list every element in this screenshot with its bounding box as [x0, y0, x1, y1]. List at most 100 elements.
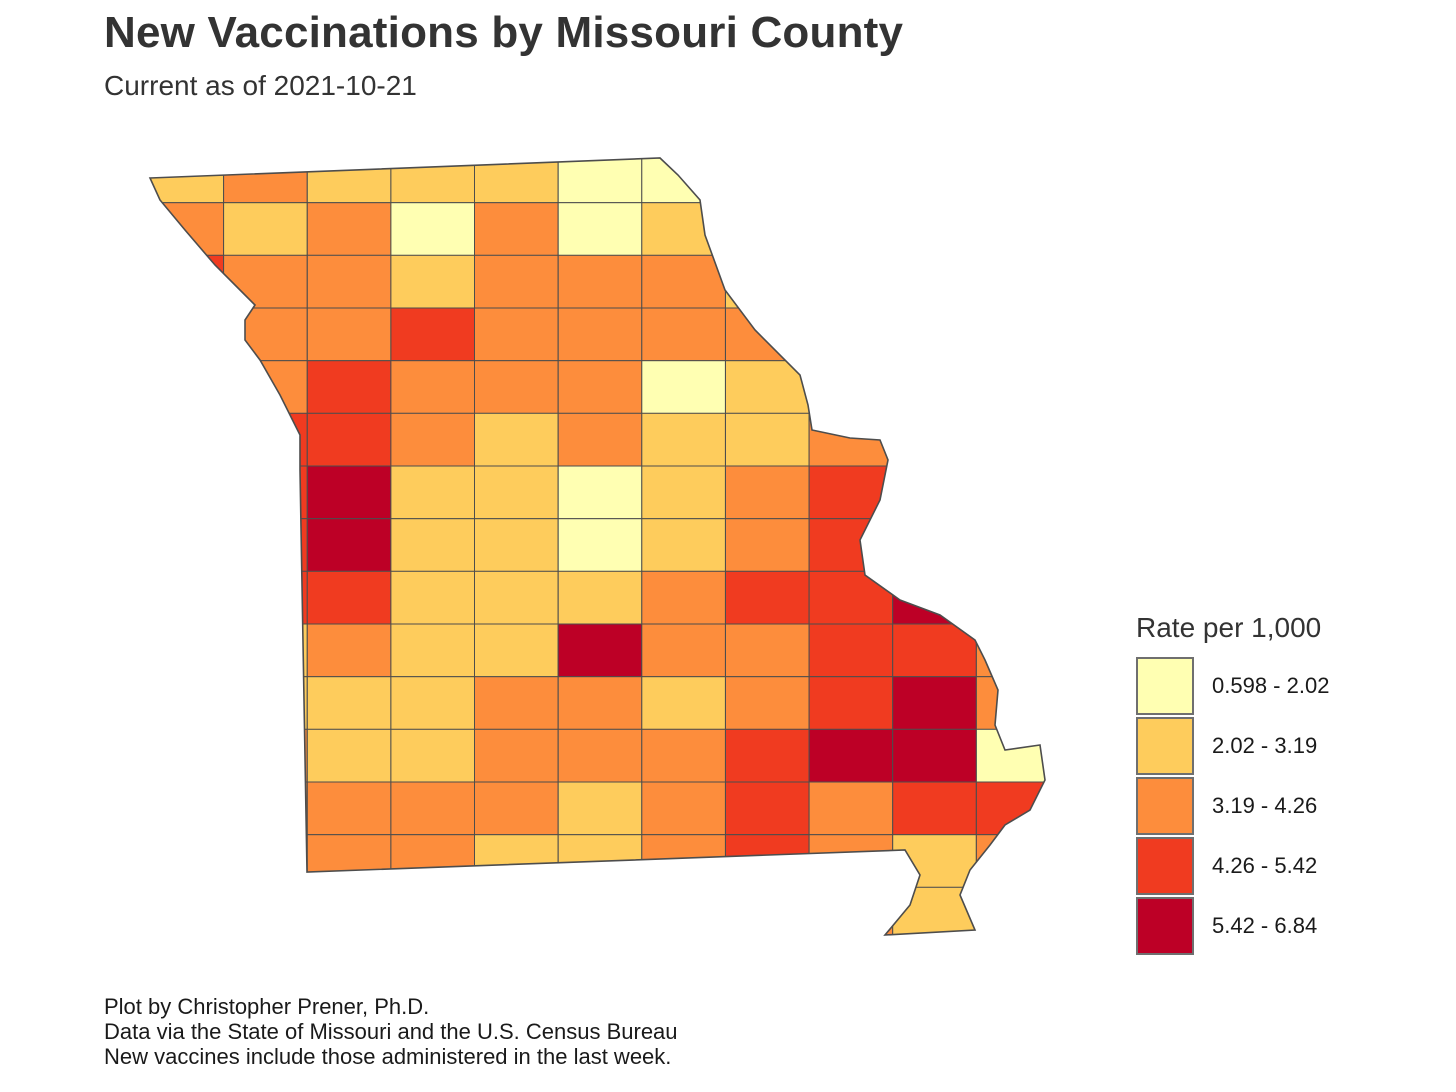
- county-region: [892, 676, 977, 730]
- county-region: [892, 834, 977, 888]
- county-region: [474, 412, 559, 467]
- county-region: [892, 570, 977, 625]
- county-region: [390, 834, 475, 888]
- county-region: [641, 570, 726, 625]
- county-region: [474, 623, 559, 678]
- county-region: [557, 570, 643, 625]
- county-region: [557, 158, 643, 204]
- county-region: [808, 676, 894, 730]
- county-region: [306, 465, 392, 520]
- county-region: [557, 676, 643, 730]
- county-region: [390, 254, 475, 309]
- county-region: [474, 518, 559, 572]
- county-region: [808, 623, 894, 678]
- county-region: [725, 412, 810, 467]
- county-region: [306, 623, 392, 678]
- legend-item-4: 4.26 - 5.42: [1136, 836, 1376, 896]
- county-region: [975, 834, 1045, 888]
- county-region: [306, 307, 392, 362]
- county-region: [306, 570, 392, 625]
- county-region: [892, 412, 977, 467]
- county-region: [641, 886, 726, 935]
- county-region: [223, 254, 308, 309]
- county-region: [641, 728, 726, 783]
- county-region: [557, 728, 643, 783]
- legend-item-1: 0.598 - 2.02: [1136, 656, 1376, 716]
- county-region: [306, 360, 392, 414]
- county-region: [892, 158, 977, 204]
- county-region: [892, 623, 977, 678]
- county-region: [474, 307, 559, 362]
- county-region: [557, 781, 643, 836]
- county-region: [808, 886, 894, 935]
- county-region: [641, 465, 726, 520]
- county-region: [390, 158, 475, 204]
- map-title: New Vaccinations by Missouri County: [104, 8, 904, 57]
- county-region: [725, 623, 810, 678]
- county-region: [390, 728, 475, 783]
- county-region: [150, 676, 225, 730]
- county-region: [808, 254, 894, 309]
- legend-item-3: 3.19 - 4.26: [1136, 776, 1376, 836]
- county-region: [223, 728, 308, 783]
- county-region: [975, 570, 1045, 625]
- county-region: [306, 834, 392, 888]
- caption: Plot by Christopher Prener, Ph.D. Data v…: [104, 994, 678, 1069]
- county-region: [725, 465, 810, 520]
- county-region: [223, 158, 308, 204]
- legend-item-2: 2.02 - 3.19: [1136, 716, 1376, 776]
- county-region: [150, 465, 225, 520]
- county-region: [223, 465, 308, 520]
- county-region: [725, 307, 810, 362]
- county-region: [390, 360, 475, 414]
- legend-label-2: 2.02 - 3.19: [1212, 733, 1318, 758]
- county-region: [892, 781, 977, 836]
- county-region: [892, 360, 977, 414]
- county-region: [306, 886, 392, 935]
- county-region: [557, 307, 643, 362]
- county-region: [641, 676, 726, 730]
- county-region: [641, 781, 726, 836]
- county-region: [306, 158, 392, 204]
- county-region: [808, 570, 894, 625]
- county-region: [150, 728, 225, 783]
- legend-swatch-1: [1136, 657, 1194, 715]
- county-region: [306, 728, 392, 783]
- county-region: [725, 834, 810, 888]
- county-region: [808, 728, 894, 783]
- county-region: [150, 570, 225, 625]
- county-region: [474, 676, 559, 730]
- county-region: [725, 202, 810, 256]
- county-region: [557, 886, 643, 935]
- legend-title: Rate per 1,000: [1136, 612, 1322, 643]
- county-region: [306, 781, 392, 836]
- county-region: [150, 518, 225, 572]
- county-region: [474, 254, 559, 309]
- county-region: [390, 676, 475, 730]
- county-region: [725, 570, 810, 625]
- county-region: [725, 360, 810, 414]
- county-region: [150, 886, 225, 935]
- county-region: [641, 412, 726, 467]
- county-region: [474, 834, 559, 888]
- county-region: [892, 465, 977, 520]
- county-region: [223, 202, 308, 256]
- county-region: [306, 202, 392, 256]
- map-subtitle: Current as of 2021-10-21: [104, 70, 417, 101]
- county-region: [390, 412, 475, 467]
- legend-swatch-4: [1136, 837, 1194, 895]
- legend-label-4: 4.26 - 5.42: [1212, 853, 1318, 878]
- legend-label-1: 0.598 - 2.02: [1212, 673, 1330, 698]
- county-region: [223, 834, 308, 888]
- county-region: [150, 254, 225, 309]
- county-region: [557, 360, 643, 414]
- county-region: [641, 254, 726, 309]
- county-region: [150, 834, 225, 888]
- county-region: [474, 158, 559, 204]
- county-region: [557, 518, 643, 572]
- county-region: [975, 158, 1045, 204]
- county-region: [390, 570, 475, 625]
- county-region: [306, 518, 392, 572]
- county-region: [150, 360, 225, 414]
- county-region: [641, 834, 726, 888]
